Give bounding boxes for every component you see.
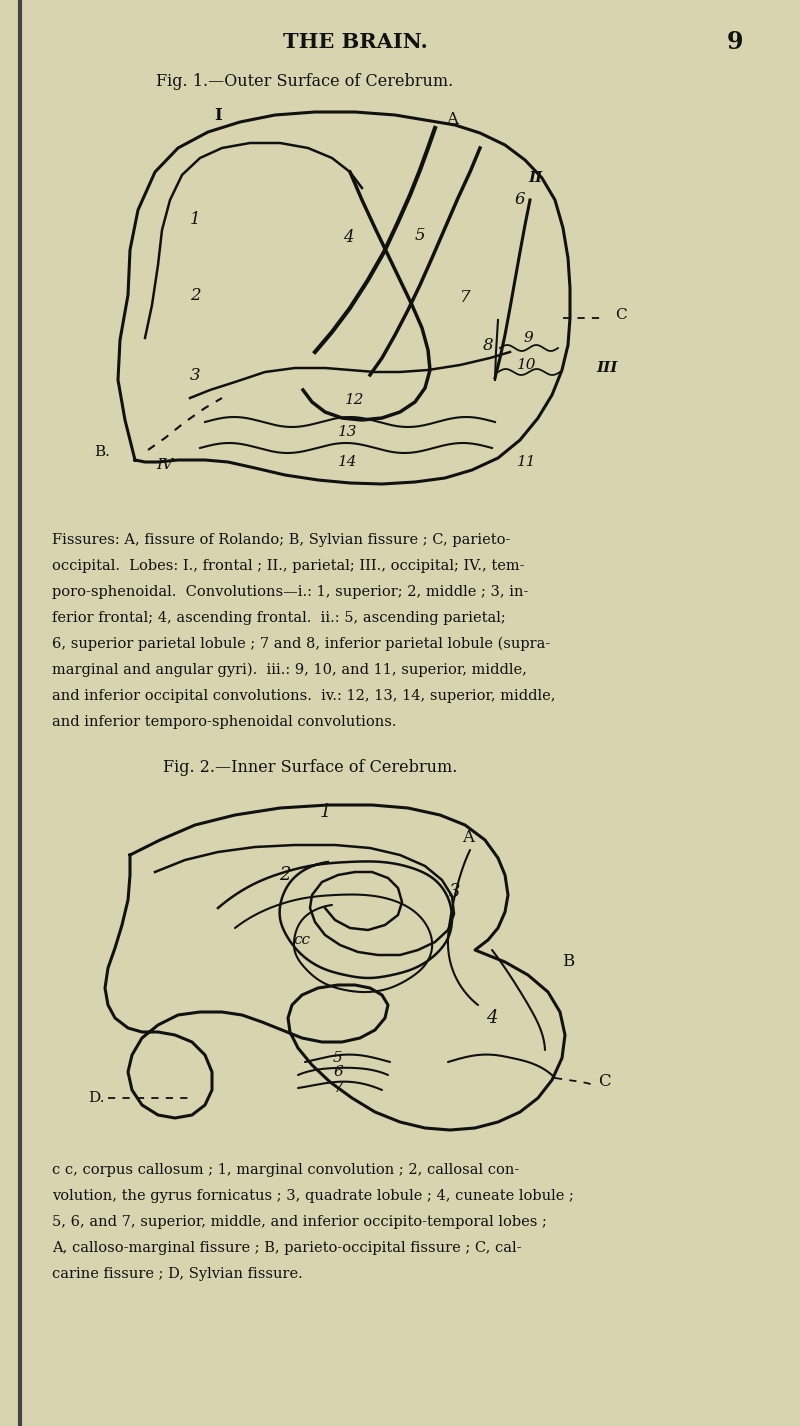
Text: 3: 3: [450, 883, 461, 901]
Text: IV: IV: [157, 458, 174, 472]
Text: 9: 9: [523, 331, 533, 345]
Text: 2: 2: [190, 287, 200, 304]
Text: 13: 13: [338, 425, 358, 439]
Text: 4: 4: [486, 1010, 498, 1027]
Text: volution, the gyrus fornicatus ; 3, quadrate lobule ; 4, cuneate lobule ;: volution, the gyrus fornicatus ; 3, quad…: [52, 1189, 574, 1204]
Text: A: A: [462, 830, 474, 847]
Text: B.: B.: [94, 445, 110, 459]
Text: 1: 1: [319, 803, 330, 821]
Text: 11: 11: [518, 455, 537, 469]
Text: I: I: [214, 107, 222, 124]
Text: occipital.  Lobes: I., frontal ; II., parietal; III., occipital; IV., tem-: occipital. Lobes: I., frontal ; II., par…: [52, 559, 525, 573]
Text: 12: 12: [346, 394, 365, 406]
Text: 14: 14: [338, 455, 358, 469]
Text: III: III: [596, 361, 618, 375]
Text: 2: 2: [279, 866, 290, 884]
Text: 5: 5: [333, 1051, 343, 1065]
Text: 7: 7: [460, 289, 470, 307]
Text: ferior frontal; 4, ascending frontal.  ii.: 5, ascending parietal;: ferior frontal; 4, ascending frontal. ii…: [52, 610, 506, 625]
Text: C: C: [598, 1074, 610, 1091]
Text: A, calloso-marginal fissure ; B, parieto-occipital fissure ; C, cal-: A, calloso-marginal fissure ; B, parieto…: [52, 1241, 522, 1255]
Text: marginal and angular gyri).  iii.: 9, 10, and 11, superior, middle,: marginal and angular gyri). iii.: 9, 10,…: [52, 663, 527, 677]
Text: C: C: [615, 308, 626, 322]
Text: Fig. 2.—Inner Surface of Cerebrum.: Fig. 2.—Inner Surface of Cerebrum.: [163, 760, 457, 777]
Text: 8: 8: [482, 337, 494, 354]
Text: D.: D.: [88, 1091, 104, 1105]
Text: 6: 6: [514, 191, 526, 208]
Text: 6, superior parietal lobule ; 7 and 8, inferior parietal lobule (supra-: 6, superior parietal lobule ; 7 and 8, i…: [52, 637, 550, 652]
Text: 7: 7: [333, 1081, 343, 1095]
Text: THE BRAIN.: THE BRAIN.: [282, 31, 427, 51]
Text: c c, corpus callosum ; 1, marginal convolution ; 2, callosal con-: c c, corpus callosum ; 1, marginal convo…: [52, 1164, 519, 1176]
Text: cc: cc: [294, 933, 310, 947]
Text: poro-sphenoidal.  Convolutions—i.: 1, superior; 2, middle ; 3, in-: poro-sphenoidal. Convolutions—i.: 1, sup…: [52, 585, 528, 599]
Text: 1: 1: [190, 211, 200, 228]
Text: A: A: [446, 111, 458, 128]
Text: 5, 6, and 7, superior, middle, and inferior occipito-temporal lobes ;: 5, 6, and 7, superior, middle, and infer…: [52, 1215, 547, 1229]
Text: and inferior occipital convolutions.  iv.: 12, 13, 14, superior, middle,: and inferior occipital convolutions. iv.…: [52, 689, 555, 703]
Text: Fissures: A, fissure of Rolando; B, Sylvian fissure ; C, parieto-: Fissures: A, fissure of Rolando; B, Sylv…: [52, 533, 510, 548]
Text: 4: 4: [342, 230, 354, 247]
Text: and inferior temporo-sphenoidal convolutions.: and inferior temporo-sphenoidal convolut…: [52, 714, 397, 729]
Text: 9: 9: [726, 30, 743, 54]
Text: 5: 5: [414, 227, 426, 244]
Text: 3: 3: [190, 366, 200, 384]
Text: 10: 10: [518, 358, 537, 372]
Text: Fig. 1.—Outer Surface of Cerebrum.: Fig. 1.—Outer Surface of Cerebrum.: [156, 74, 454, 90]
Text: 6: 6: [333, 1065, 343, 1079]
Text: II: II: [528, 171, 542, 185]
Text: carine fissure ; D, Sylvian fissure.: carine fissure ; D, Sylvian fissure.: [52, 1266, 302, 1281]
Text: B: B: [562, 954, 574, 971]
